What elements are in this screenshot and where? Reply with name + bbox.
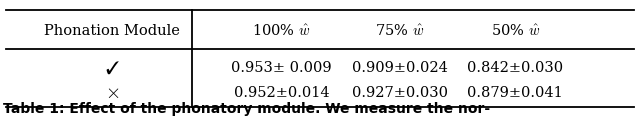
Text: 0.953± 0.009: 0.953± 0.009 bbox=[231, 61, 332, 75]
Text: $\checkmark$: $\checkmark$ bbox=[105, 59, 119, 77]
Text: 100% $\hat{w}$: 100% $\hat{w}$ bbox=[252, 24, 311, 39]
Text: 0.879±0.041: 0.879±0.041 bbox=[467, 86, 563, 100]
Text: 50% $\hat{w}$: 50% $\hat{w}$ bbox=[490, 24, 540, 39]
Text: Table 1: Effect of the phonatory module. We measure the nor-: Table 1: Effect of the phonatory module.… bbox=[3, 102, 490, 116]
Text: 0.909±0.024: 0.909±0.024 bbox=[352, 61, 448, 75]
Text: 0.842±0.030: 0.842±0.030 bbox=[467, 61, 563, 75]
Text: Phonation Module: Phonation Module bbox=[44, 24, 180, 38]
Text: 0.952±0.014: 0.952±0.014 bbox=[234, 86, 330, 100]
Text: 0.927±0.030: 0.927±0.030 bbox=[352, 86, 448, 100]
Text: $\times$: $\times$ bbox=[105, 84, 119, 102]
Text: 75% $\hat{w}$: 75% $\hat{w}$ bbox=[375, 24, 425, 39]
